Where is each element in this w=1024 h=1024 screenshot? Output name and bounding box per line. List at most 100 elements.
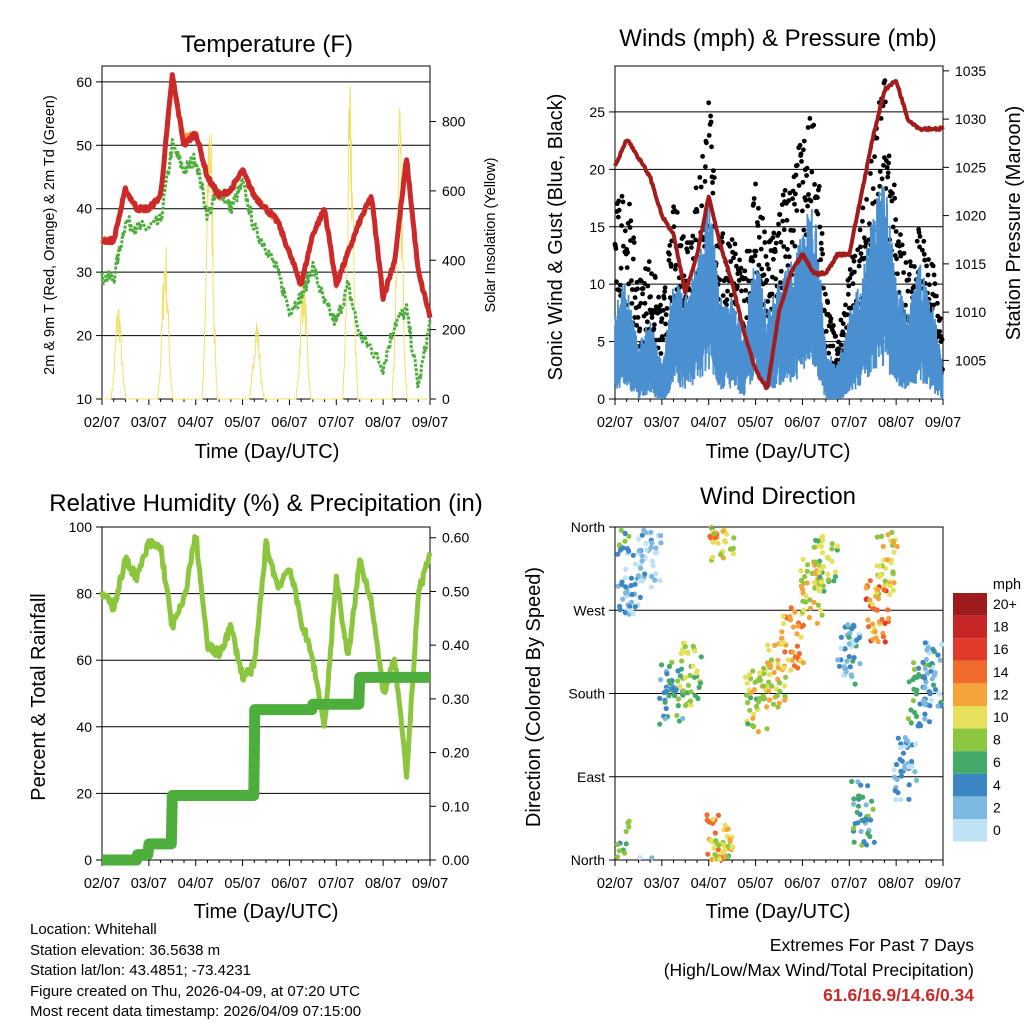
sonic-wind-trace: [614, 185, 944, 399]
speed-legend-label: 20+: [993, 596, 1017, 612]
gust-point: [932, 281, 938, 287]
direction-point: [706, 819, 712, 825]
gust-point: [937, 316, 943, 321]
direction-point: [717, 856, 723, 862]
dir-ytick-label: North: [571, 519, 605, 535]
direction-point: [798, 568, 804, 574]
gust-point: [879, 176, 885, 182]
gust-point: [798, 151, 804, 157]
temp-rtick-label: 0: [442, 391, 450, 407]
gust-point: [751, 201, 757, 207]
direction-point: [662, 716, 668, 722]
wind-xtick-label: 08/07: [878, 415, 914, 431]
direction-point: [911, 686, 917, 692]
direction-title: Wind Direction: [700, 483, 856, 510]
created-text: Figure created on Thu, 2026-04-09, at 07…: [30, 982, 360, 1000]
direction-point: [887, 583, 894, 589]
gust-point: [630, 256, 636, 262]
gust-point: [911, 284, 917, 290]
direction-point: [850, 825, 857, 831]
direction-point: [666, 678, 672, 684]
gust-point: [706, 100, 712, 106]
gust-point: [663, 312, 669, 318]
gust-point: [792, 243, 798, 249]
direction-point: [766, 647, 772, 653]
gust-point: [628, 238, 633, 244]
rh-ytick-label: 20: [76, 785, 92, 801]
gust-point: [690, 233, 696, 239]
direction-point: [855, 803, 862, 809]
gust-point: [764, 262, 770, 267]
rh-rtick-label: 0.60: [442, 530, 469, 546]
direction-point: [785, 657, 791, 663]
direction-point: [745, 700, 751, 706]
rh-xtick-label: 06/07: [271, 876, 307, 892]
temperature-panel: Temperature (F) 2m & 9m T (Red, Orange) …: [42, 31, 499, 463]
direction-point: [672, 688, 679, 694]
direction-point: [865, 617, 871, 623]
rh-xtick-label: 08/07: [365, 876, 401, 892]
direction-point: [818, 542, 824, 548]
rh-ytick-label: 80: [76, 586, 92, 602]
speed-legend-swatch: [953, 751, 987, 774]
direction-point: [890, 570, 896, 577]
gust-point: [818, 257, 824, 263]
gust-point: [693, 237, 698, 243]
gust-point: [885, 170, 891, 176]
direction-point: [630, 611, 636, 617]
gust-point: [640, 286, 646, 291]
gust-point: [615, 214, 621, 220]
direction-point: [893, 761, 900, 768]
direction-point: [780, 613, 786, 619]
direction-point: [825, 577, 832, 583]
gust-point: [618, 265, 624, 271]
direction-point: [635, 573, 642, 579]
direction-point: [800, 660, 806, 666]
direction-point: [696, 684, 702, 691]
rh-xtick-label: 03/07: [131, 876, 167, 892]
direction-point: [819, 550, 826, 556]
temp-2m-line: [100, 72, 433, 319]
gust-point: [762, 240, 768, 245]
direction-point: [690, 663, 696, 669]
direction-point: [894, 543, 900, 550]
gust-point: [851, 258, 857, 264]
wind-ytick-label: 15: [589, 219, 605, 235]
gust-point: [820, 251, 825, 257]
speed-legend-label: 6: [993, 754, 1001, 770]
wind-rtick-label: 1030: [955, 111, 986, 127]
direction-point: [898, 768, 904, 775]
location-text: Location: Whitehall: [30, 921, 157, 938]
gust-point: [838, 317, 844, 323]
gust-point: [822, 308, 827, 314]
gust-point: [870, 186, 876, 192]
direction-point: [891, 580, 897, 586]
gust-point: [898, 253, 904, 259]
gust-point: [694, 209, 700, 214]
direction-point: [882, 578, 888, 584]
direction-point: [766, 672, 773, 678]
direction-point: [898, 773, 905, 779]
direction-point: [890, 587, 896, 594]
direction-point: [638, 565, 644, 571]
gust-point: [732, 241, 738, 247]
gust-point: [642, 281, 647, 286]
direction-point: [757, 670, 763, 676]
dir-xtick-label: 03/07: [644, 876, 680, 892]
direction-point: [851, 796, 857, 802]
gust-point: [667, 243, 673, 248]
gust-point: [917, 234, 923, 239]
gust-point: [619, 223, 624, 229]
gust-point: [801, 227, 807, 233]
direction-point: [685, 682, 692, 689]
direction-point: [916, 672, 922, 678]
gust-point: [790, 196, 795, 202]
direction-point: [627, 604, 633, 610]
gust-point: [815, 195, 820, 200]
speed-legend-swatch: [953, 819, 987, 842]
gust-point: [785, 246, 790, 252]
direction-point: [921, 674, 927, 680]
wind-ytick-label: 0: [597, 391, 605, 407]
direction-point: [844, 658, 850, 664]
gust-point: [685, 249, 690, 255]
